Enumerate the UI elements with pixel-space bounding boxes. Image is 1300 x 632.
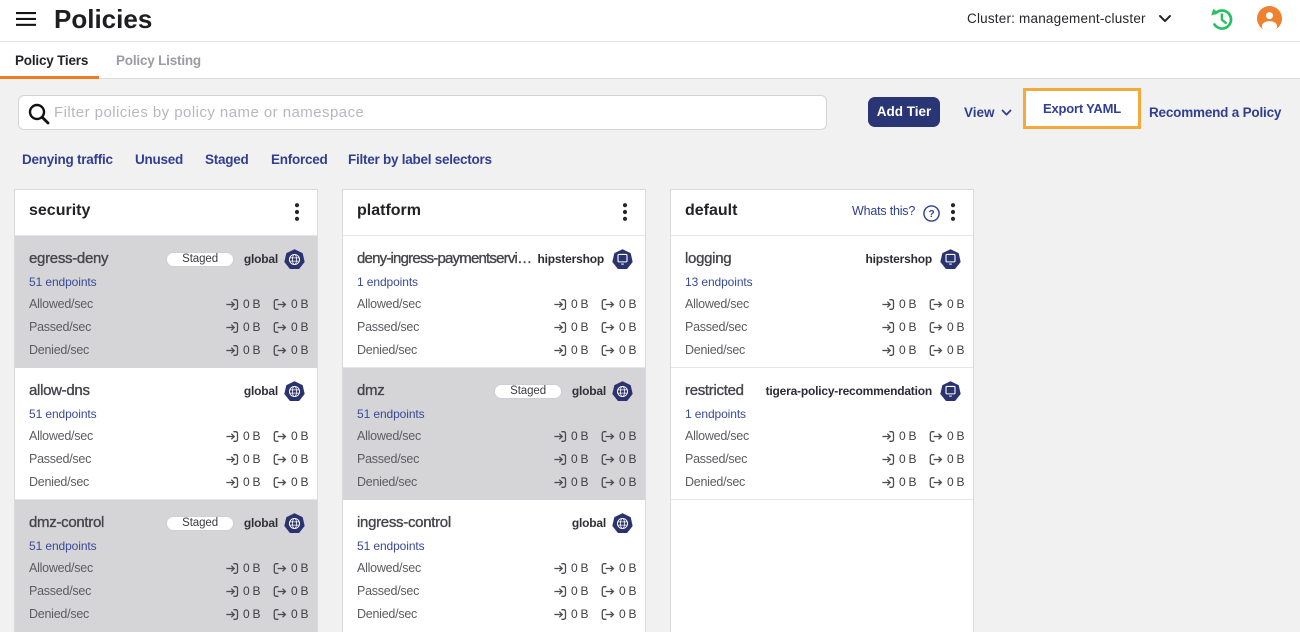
- svg-text:?: ?: [928, 209, 934, 220]
